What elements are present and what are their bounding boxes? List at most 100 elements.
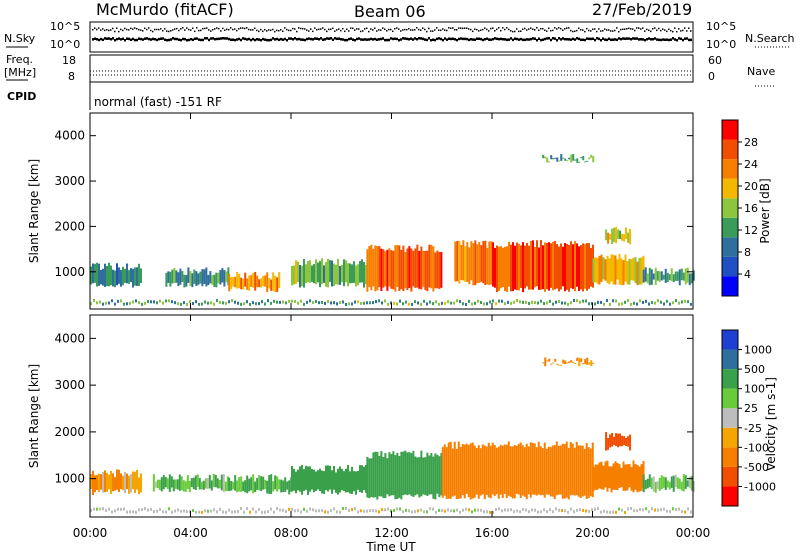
velocity-groundscatter-cell [267, 510, 269, 514]
velocity-cell [543, 442, 546, 498]
freq-label: Freq. [6, 53, 33, 66]
power-cell [303, 259, 305, 288]
power-cell [482, 240, 485, 284]
nave-tick-top: 60 [708, 54, 722, 67]
noise-sky-dot [602, 37, 604, 40]
velocity-cell [198, 478, 201, 490]
noise-search-dot [274, 30, 276, 33]
power-cell [512, 242, 514, 292]
noise-search-dot [250, 29, 252, 31]
velocity-cell [493, 444, 496, 497]
noise-sky-dot [474, 38, 476, 41]
noise-search-dot [312, 30, 314, 33]
noise-search-dot [514, 30, 516, 33]
power-groundscatter-cell [171, 300, 173, 304]
velocity-cell [220, 474, 223, 491]
power-cell [526, 242, 528, 287]
power-cell [92, 263, 94, 284]
power-groundscatter-cell [237, 301, 239, 305]
power-cell [556, 157, 559, 162]
power-groundscatter-cell [552, 302, 554, 306]
power-groundscatter-cell [423, 299, 425, 303]
noise-sky-dot [300, 38, 302, 41]
x-tick-label: 00:00 [676, 526, 711, 540]
noise-search-dot [166, 30, 168, 32]
power-groundscatter-cell [462, 302, 464, 306]
noise-sky-dot [388, 38, 390, 42]
power-cell [244, 272, 247, 287]
velocity-groundscatter-cell [90, 508, 92, 512]
power-cell [134, 267, 136, 286]
power-cell [692, 270, 695, 281]
power-groundscatter-cell [579, 300, 581, 304]
noise-sky-dot [436, 37, 438, 41]
power-cell [416, 244, 419, 288]
noise-sky-dot [504, 38, 506, 41]
noise-sky-dot [258, 38, 260, 41]
noise-sky-dot [166, 38, 168, 42]
power-groundscatter-cell [117, 299, 119, 303]
noise-search-dot [480, 29, 482, 31]
velocity-cell [434, 453, 437, 500]
noise-sky-dot [468, 38, 470, 42]
power-cell [682, 272, 685, 281]
power-cell [246, 278, 249, 290]
power-cell [490, 241, 493, 285]
power-groundscatter-cell [408, 302, 410, 306]
noise-search-dot [660, 29, 662, 32]
noise-search-dot [668, 28, 670, 31]
noise-search-dot [204, 27, 206, 30]
velocity-groundscatter-cell [534, 508, 536, 512]
noise-sky-dot [274, 38, 276, 41]
power-groundscatter-cell [567, 302, 569, 306]
noise-sky-dot [176, 37, 178, 41]
noise-sky-dot [338, 37, 340, 40]
velocity-cell [607, 437, 610, 450]
power-cell [544, 156, 547, 159]
velocity-groundscatter-cell [381, 508, 383, 512]
noise-sky-dot [124, 38, 126, 42]
noise-search-dot [300, 27, 302, 30]
velocity-cell [272, 481, 275, 492]
power-cell [566, 160, 569, 162]
velocity-cell [568, 361, 571, 364]
power-groundscatter-cell [195, 300, 197, 304]
power-cell [524, 245, 526, 289]
noise-sky-dot [638, 38, 640, 41]
power-groundscatter-cell [231, 299, 233, 303]
noise-search-dot [414, 28, 416, 31]
power-colorbar-tick-label: 8 [744, 246, 751, 259]
noise-sky-dot [670, 38, 672, 41]
noise-sky-dot [682, 38, 684, 42]
noise-search-dot [586, 27, 588, 30]
velocity-cell [612, 463, 615, 490]
velocity-ytick-label: 1000 [54, 472, 85, 486]
power-cell [546, 157, 549, 163]
velocity-cell [564, 360, 567, 365]
power-cell [460, 244, 463, 281]
velocity-cell [98, 473, 100, 492]
noise-sky-dot [96, 38, 98, 41]
velocity-groundscatter-cell [648, 510, 650, 514]
noise-search-dot [190, 29, 192, 31]
noise-search-dot [546, 30, 548, 32]
power-cell [684, 268, 687, 285]
velocity-cell [365, 464, 367, 493]
power-cell [410, 248, 413, 292]
velocity-groundscatter-cell [369, 509, 371, 513]
power-groundscatter-cell [402, 302, 404, 306]
velocity-cell [258, 475, 261, 491]
noise-sky-dot [444, 37, 446, 40]
velocity-groundscatter-cell [393, 508, 395, 512]
velocity-groundscatter-cell [300, 510, 302, 514]
noise-search-dot [572, 30, 574, 33]
velocity-cell [590, 360, 593, 367]
power-cell [654, 267, 657, 286]
velocity-cell [625, 437, 628, 446]
power-cell [215, 272, 218, 288]
noise-sky-dot [666, 38, 668, 41]
velocity-cell [94, 475, 96, 493]
velocity-groundscatter-cell [318, 509, 320, 513]
noise-sky-dot [306, 37, 308, 41]
velocity-cell [280, 479, 283, 493]
